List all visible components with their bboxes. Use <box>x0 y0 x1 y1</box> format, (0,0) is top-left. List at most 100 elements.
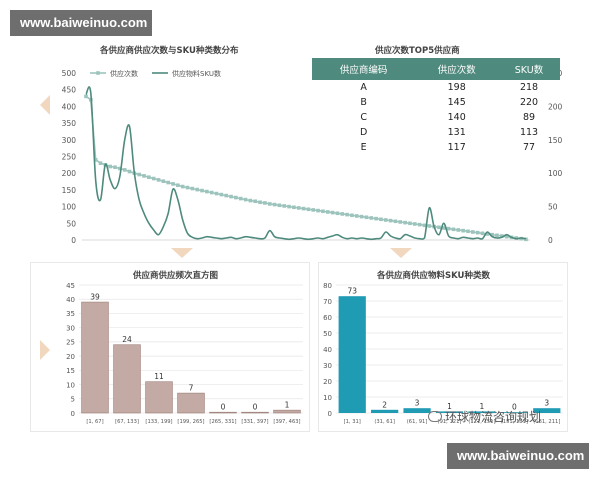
y-left-tick-label: 100 <box>62 203 77 212</box>
supply-count-point <box>205 189 209 194</box>
y-tick-label: 15 <box>66 367 75 375</box>
y-left-tick-label: 250 <box>62 153 77 162</box>
table-cell: A <box>360 82 367 93</box>
bar <box>273 409 301 414</box>
supply-count-point <box>316 208 320 213</box>
supply-count-point <box>379 217 383 222</box>
y-right-tick-label: 200 <box>548 102 563 111</box>
bar <box>403 408 431 413</box>
supply-count-point <box>185 185 190 190</box>
supply-count-point <box>451 227 456 232</box>
supply-count-point <box>98 161 103 165</box>
histogram-panel: 供应商供应频次直方图 0 5 10 15 20 25 30 35 40 45 39 [1, 67] 24… <box>30 262 310 432</box>
y-tick-label: 35 <box>66 310 75 318</box>
table-title: 供应次数TOP5供应商 <box>375 46 460 56</box>
y-tick-label: 50 <box>323 330 332 338</box>
watermark-top: www.baiweinuo.com <box>10 10 152 36</box>
data-label: 0 <box>221 403 226 412</box>
supply-count-point <box>122 168 127 172</box>
y-tick-label: 0 <box>328 410 332 418</box>
supply-count-point <box>340 212 345 216</box>
bar <box>145 381 173 414</box>
bar <box>177 392 205 414</box>
bar <box>533 408 561 413</box>
data-label: 7 <box>189 384 194 393</box>
x-tick-label: (91, 121] <box>438 419 462 425</box>
table-row: D 131 113 <box>312 125 560 140</box>
bar <box>113 344 141 414</box>
supply-count-point <box>287 204 291 209</box>
data-label: 1 <box>480 402 485 411</box>
supply-count-point <box>209 190 214 195</box>
supply-count-point <box>292 205 296 210</box>
supply-count-point <box>359 214 364 219</box>
supply-count-point <box>345 212 349 217</box>
supply-count-point <box>248 198 253 203</box>
y-tick-label: 60 <box>323 314 332 322</box>
y-left-tick-label: 350 <box>62 119 77 128</box>
supply-count-point <box>325 210 330 214</box>
table-header-count: 供应次数 <box>415 58 499 80</box>
supply-count-point <box>267 202 272 206</box>
supply-count-point <box>471 230 475 234</box>
y-left-tick-label: 400 <box>62 102 77 111</box>
data-label: 73 <box>347 287 357 296</box>
table-header-row: 供应商编码 供应次数 SKU数 <box>312 58 560 80</box>
supply-count-point <box>156 178 161 182</box>
supply-count-point <box>180 184 185 189</box>
supply-count-point <box>253 199 258 204</box>
bar <box>435 411 464 413</box>
supply-count-point <box>442 226 446 230</box>
supply-count-point <box>393 219 398 224</box>
y-tick-label: 40 <box>66 296 75 304</box>
x-tick-label: [133, 199] <box>145 419 172 425</box>
supply-count-point <box>311 208 316 212</box>
supply-count-point <box>113 165 117 169</box>
supply-count-point <box>456 228 461 232</box>
supply-count-point <box>354 214 359 218</box>
y-left-tick-label: 450 <box>62 86 77 95</box>
supply-count-point <box>238 196 243 201</box>
data-label: 3 <box>544 399 549 408</box>
x-tick-label: (61, 91] <box>407 419 428 425</box>
supply-count-point <box>490 232 494 237</box>
top-chart-panel: 各供应商供应次数与SKU种类数分布 供应次数TOP5供应商 0 50 100 150 2… <box>30 40 570 255</box>
supply-count-point <box>388 218 393 223</box>
x-tick-label: (31, 61] <box>374 419 395 425</box>
supply-count-point <box>350 213 354 218</box>
supply-count-point <box>461 228 465 233</box>
y-tick-label: 30 <box>66 324 75 332</box>
data-label: 1 <box>285 401 290 410</box>
x-tick-label: (151, 181] <box>501 419 528 425</box>
supply-count-point <box>127 169 132 174</box>
supply-count-point <box>195 187 200 192</box>
supply-count-point <box>176 183 180 188</box>
supply-count-point <box>84 94 88 99</box>
supply-count-point <box>243 197 248 202</box>
supply-count-point <box>118 166 122 171</box>
bar <box>338 296 366 413</box>
y-tick-label: 80 <box>323 282 332 290</box>
supply-count-point <box>301 206 306 211</box>
table-cell: 117 <box>447 142 466 153</box>
legend-label-sku-count: 供应物料SKU数 <box>172 69 221 78</box>
data-label: 39 <box>90 293 100 302</box>
y-tick-label: 25 <box>66 339 75 347</box>
bar <box>81 301 109 414</box>
x-tick-label: [1, 31] <box>344 419 361 425</box>
line-chart-title: 各供应商供应次数与SKU种类数分布 <box>100 46 239 56</box>
y-tick-label: 20 <box>323 378 332 386</box>
bar <box>371 409 399 413</box>
y-left-tick-label: 0 <box>71 236 76 245</box>
bar <box>500 412 528 413</box>
table-cell: C <box>360 112 367 123</box>
supply-count-point <box>466 229 470 234</box>
sku-bar-title: 各供应商供应物料SKU种类数 <box>377 271 490 281</box>
y-tick-label: 70 <box>323 298 332 306</box>
series-sku-count-line <box>85 86 527 241</box>
y-right-tick-label: 150 <box>548 136 563 145</box>
y-tick-label: 10 <box>323 394 332 402</box>
line-chart: 0 50 100 150 200 250 300 350 400 450 500 0 50 100 150 2… <box>62 69 563 245</box>
supply-count-point <box>480 231 485 236</box>
